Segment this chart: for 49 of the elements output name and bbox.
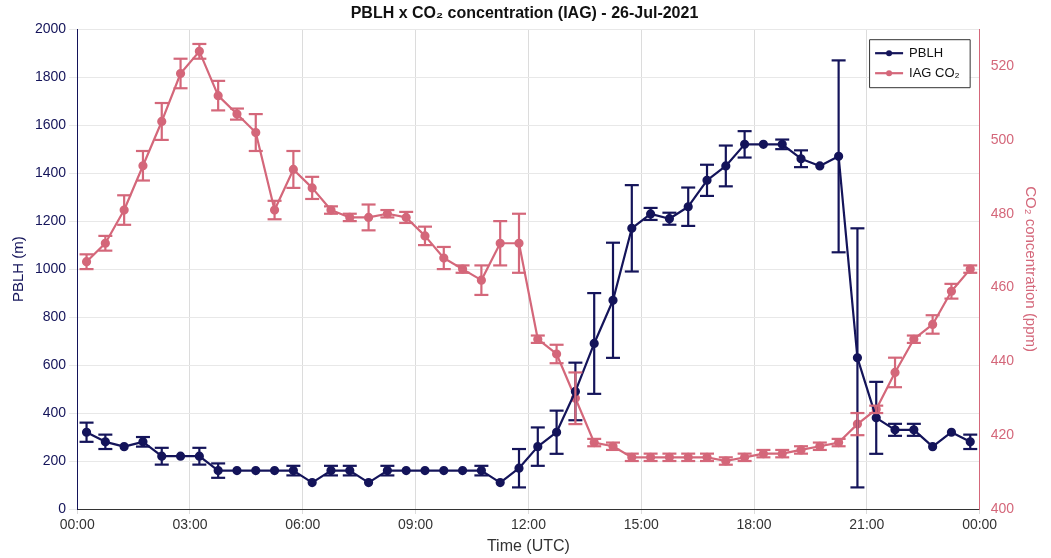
- y-tick-label: 1000: [34, 259, 67, 276]
- y-tick-label: 0: [58, 499, 67, 516]
- x-axis-title: Time (UTC): [486, 536, 570, 554]
- x-tick-label: 03:00: [172, 516, 208, 533]
- y2-axis-title: CO₂ concentration (ppm): [1022, 186, 1040, 353]
- y2-tick-label: 480: [990, 204, 1015, 221]
- point: [815, 161, 825, 171]
- y2-tick-label: 500: [990, 130, 1015, 147]
- point: [251, 466, 261, 476]
- point: [457, 466, 468, 476]
- point: [307, 478, 317, 488]
- point: [119, 442, 129, 452]
- point: [363, 478, 374, 488]
- y-tick-label: 1800: [34, 68, 67, 85]
- y2-tick-label: 400: [990, 499, 1015, 516]
- x-tick-label: 12:00: [510, 516, 547, 533]
- point: [439, 466, 449, 476]
- point: [758, 139, 769, 149]
- y2-tick-label: 420: [990, 426, 1015, 443]
- point: [175, 451, 186, 461]
- y-tick-label: 1200: [34, 211, 67, 228]
- point: [269, 466, 280, 476]
- y2-tick-label: 440: [990, 352, 1015, 369]
- x-tick-label: 15:00: [623, 516, 659, 533]
- x-tick-label: 09:00: [398, 516, 434, 533]
- y-tick-label: 800: [42, 307, 67, 324]
- legend-label: PBLH: [909, 44, 944, 60]
- y-tick-label: 400: [42, 403, 67, 420]
- point: [401, 466, 411, 476]
- y-tick-label: 1600: [34, 116, 67, 133]
- chart-title: PBLH x CO₂ concentration (IAG) - 26-Jul-2021: [350, 4, 699, 22]
- point: [495, 478, 505, 488]
- y2-tick-label: 520: [990, 56, 1015, 73]
- y2-tick-label: 460: [990, 278, 1015, 295]
- y-tick-label: 2000: [34, 20, 67, 37]
- y-tick-label: 200: [42, 451, 67, 468]
- x-tick-label: 21:00: [849, 516, 885, 533]
- y-tick-label: 1400: [34, 164, 67, 180]
- x-tick-label: 00:00: [962, 516, 998, 533]
- point: [420, 466, 430, 476]
- x-tick-label: 06:00: [285, 516, 321, 533]
- x-tick-label: 00:00: [59, 516, 95, 533]
- legend-label: IAG CO₂: [909, 64, 960, 80]
- point: [928, 442, 938, 452]
- point: [232, 466, 242, 476]
- y-tick-label: 600: [42, 355, 67, 372]
- point: [946, 427, 957, 437]
- x-tick-label: 18:00: [736, 516, 772, 533]
- y-axis-title: PBLH (m): [9, 236, 27, 303]
